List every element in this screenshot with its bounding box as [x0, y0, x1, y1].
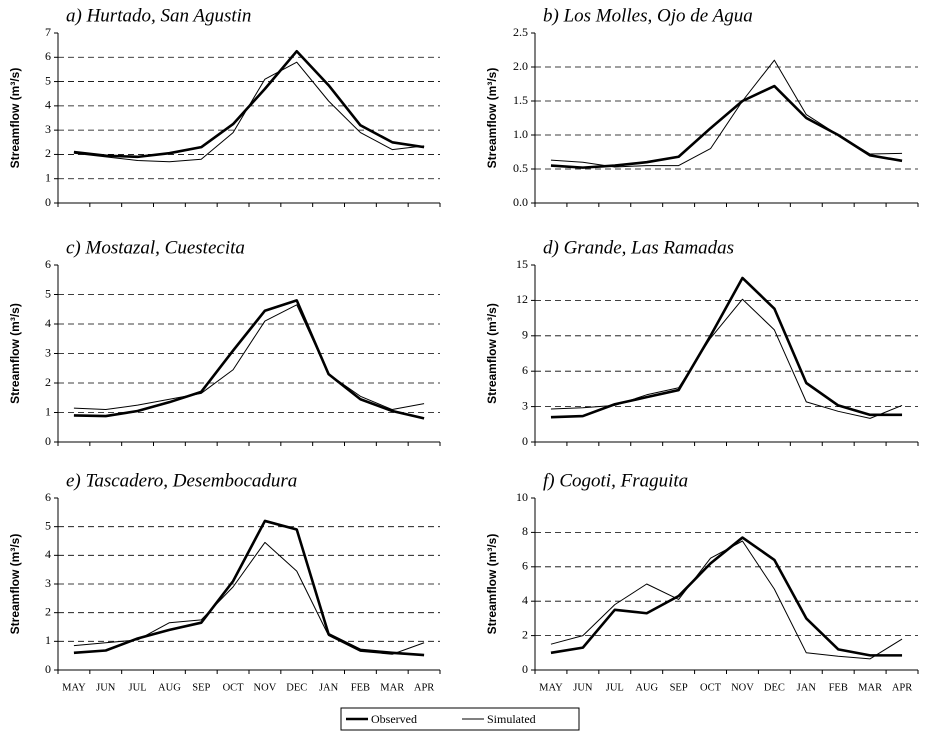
y-tick-label: 0 [45, 662, 51, 676]
series-line [550, 84, 903, 169]
y-tick-label: 4 [45, 547, 51, 561]
y-tick-label: 9 [522, 328, 528, 342]
y-tick-label: 2.0 [513, 59, 528, 73]
x-tick-label: APR [414, 682, 434, 693]
x-tick-label: SEP [670, 682, 688, 693]
y-tick-label: 8 [522, 524, 528, 538]
y-tick-label: 0 [45, 195, 51, 209]
y-tick-label: 5 [45, 286, 51, 300]
series-line [550, 276, 903, 419]
y-tick-label: 6 [45, 257, 51, 271]
y-axis-label: Streamflow (m³/s) [8, 68, 22, 169]
x-tick-label: FEB [351, 682, 370, 693]
x-tick-label: SEP [192, 682, 210, 693]
series-line [73, 304, 425, 411]
y-tick-label: 4 [45, 316, 51, 330]
y-tick-label: 1.0 [513, 127, 528, 141]
y-tick-label: 1 [45, 633, 51, 647]
x-tick-label: MAY [539, 682, 563, 693]
x-tick-label: JUN [573, 682, 593, 693]
x-tick-label: NOV [731, 682, 754, 693]
x-tick-label: MAR [858, 682, 882, 693]
y-tick-label: 6 [522, 559, 528, 573]
series-line [73, 49, 425, 159]
series-line [550, 536, 903, 657]
x-tick-label: DEC [286, 682, 307, 693]
y-tick-label: 4 [522, 593, 528, 607]
y-tick-label: 15 [516, 257, 528, 271]
legend-label: Simulated [487, 712, 536, 726]
y-tick-label: 6 [45, 490, 51, 504]
series-line [73, 541, 425, 655]
chart-title: d) Grande, Las Ramadas [543, 237, 734, 258]
y-tick-label: 1 [45, 170, 51, 184]
y-tick-label: 5 [45, 73, 51, 87]
x-tick-label: MAR [380, 682, 404, 693]
y-tick-label: 4 [45, 98, 51, 112]
x-tick-label: JUL [606, 682, 624, 693]
y-tick-label: 12 [516, 292, 528, 306]
chart-title: f) Cogoti, Fraguita [543, 470, 688, 491]
y-tick-label: 3 [45, 122, 51, 136]
y-axis-label: Streamflow (m³/s) [485, 534, 499, 635]
x-tick-label: JAN [319, 682, 339, 693]
x-tick-label: AUG [635, 682, 658, 693]
chart-title: c) Mostazal, Cuestecita [66, 237, 245, 258]
y-tick-label: 0.0 [513, 195, 528, 209]
y-axis-label: Streamflow (m³/s) [8, 303, 22, 404]
legend: Observed Simulated [340, 707, 580, 731]
x-tick-label: JAN [797, 682, 817, 693]
y-axis-label: Streamflow (m³/s) [485, 68, 499, 169]
y-tick-label: 0.5 [513, 161, 528, 175]
series-line [73, 61, 425, 163]
legend-label: Observed [371, 712, 417, 726]
legend-box [340, 707, 580, 731]
y-tick-label: 3 [45, 345, 51, 359]
y-tick-label: 1 [45, 404, 51, 418]
y-tick-label: 6 [522, 363, 528, 377]
series-line [550, 59, 903, 168]
x-tick-label: FEB [829, 682, 848, 693]
y-tick-label: 1.5 [513, 93, 528, 107]
x-tick-label: OCT [700, 682, 722, 693]
y-tick-label: 0 [522, 434, 528, 448]
x-tick-label: APR [892, 682, 912, 693]
y-tick-label: 6 [45, 49, 51, 63]
y-tick-label: 2.5 [513, 25, 528, 39]
y-tick-label: 2 [45, 146, 51, 160]
chart-title: a) Hurtado, San Agustin [66, 5, 251, 26]
chart-title: b) Los Molles, Ojo de Agua [543, 5, 753, 26]
x-tick-label: JUL [129, 682, 147, 693]
y-tick-label: 2 [45, 604, 51, 618]
y-tick-label: 2 [522, 627, 528, 641]
series-line [550, 298, 903, 419]
chart-title: e) Tascadero, Desembocadura [66, 470, 297, 491]
y-tick-label: 0 [45, 434, 51, 448]
y-tick-label: 5 [45, 518, 51, 532]
x-tick-label: NOV [254, 682, 277, 693]
series-line [73, 299, 425, 420]
x-tick-label: AUG [158, 682, 181, 693]
y-tick-label: 3 [522, 398, 528, 412]
series-line [73, 519, 425, 657]
x-tick-label: MAY [62, 682, 86, 693]
y-axis-label: Streamflow (m³/s) [485, 303, 499, 404]
series-line [550, 540, 903, 660]
x-tick-label: OCT [223, 682, 245, 693]
y-tick-label: 3 [45, 576, 51, 590]
y-tick-label: 7 [45, 25, 51, 39]
y-tick-label: 10 [516, 490, 528, 504]
x-tick-label: JUN [96, 682, 116, 693]
x-tick-label: DEC [764, 682, 785, 693]
y-axis-label: Streamflow (m³/s) [8, 534, 22, 635]
y-tick-label: 2 [45, 375, 51, 389]
y-tick-label: 0 [522, 662, 528, 676]
